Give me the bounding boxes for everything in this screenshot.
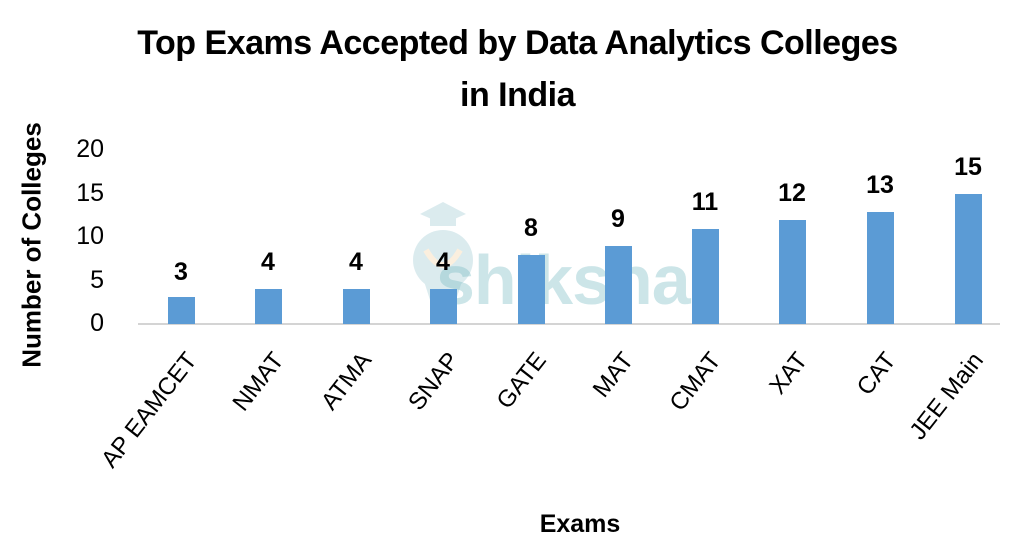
- bar-cmat: [692, 229, 719, 324]
- x-tick-ap-eamcet: AP EAMCET: [95, 347, 203, 473]
- data-label-nmat: 4: [261, 248, 275, 276]
- watermark-text: shiksha: [436, 241, 691, 319]
- bar-jee-main: [955, 194, 982, 324]
- data-label-jee-main: 15: [954, 153, 982, 181]
- x-tick-atma: ATMA: [316, 347, 378, 416]
- x-tick-mat: MAT: [587, 347, 640, 403]
- y-tick-15: 15: [76, 179, 104, 207]
- x-tick-gate: GATE: [491, 347, 553, 415]
- bar-nmat: [255, 289, 282, 324]
- y-tick-20: 20: [76, 135, 104, 163]
- data-label-gate: 8: [524, 214, 538, 242]
- bar-snap: [430, 289, 457, 324]
- y-tick-5: 5: [90, 266, 104, 294]
- bar-cat: [867, 212, 894, 324]
- bar-ap-eamcet: [168, 297, 195, 324]
- data-label-cmat: 11: [691, 188, 719, 216]
- data-label-ap-eamcet: 3: [174, 258, 188, 286]
- bar-mat: [605, 246, 632, 324]
- x-axis-label: Exams: [539, 510, 621, 538]
- data-label-xat: 12: [778, 179, 806, 207]
- y-axis-label: Number of Colleges: [16, 122, 47, 368]
- bar-xat: [779, 220, 806, 324]
- x-axis-line: [138, 323, 1000, 325]
- x-tick-xat: XAT: [764, 347, 814, 400]
- chart-title-line-1: Top Exams Accepted by Data Analytics Col…: [137, 24, 898, 62]
- data-label-cat: 13: [866, 171, 894, 199]
- bar-atma: [343, 289, 370, 324]
- data-label-snap: 4: [436, 248, 450, 276]
- data-label-mat: 9: [611, 205, 625, 233]
- x-tick-cat: CAT: [851, 347, 902, 401]
- bar-gate: [518, 255, 545, 324]
- x-tick-jee-main: JEE Main: [904, 347, 990, 445]
- data-label-atma: 4: [349, 248, 363, 276]
- y-tick-10: 10: [76, 222, 104, 250]
- chart-title-line-2: in India: [460, 76, 576, 114]
- x-tick-cmat: CMAT: [664, 347, 727, 417]
- x-tick-snap: SNAP: [402, 347, 465, 416]
- x-tick-nmat: NMAT: [227, 347, 290, 417]
- y-tick-0: 0: [90, 309, 104, 337]
